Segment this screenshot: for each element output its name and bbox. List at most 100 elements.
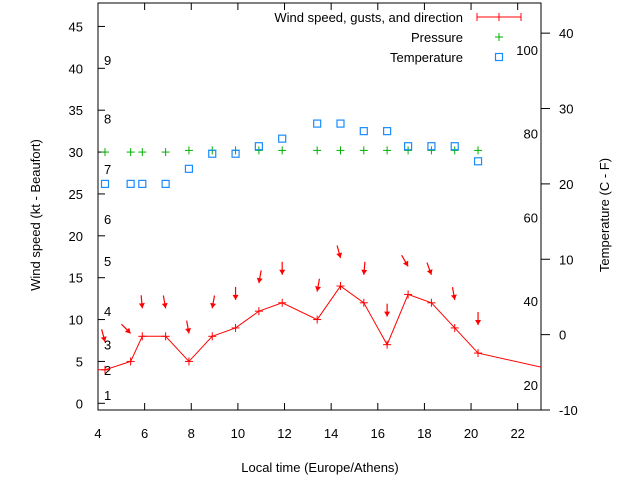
beaufort-label: 8: [104, 112, 111, 127]
arrow-head: [450, 294, 457, 300]
arrow-head: [403, 260, 409, 267]
x-axis-title: Local time (Europe/Athens): [241, 460, 399, 475]
wind-point: [336, 282, 345, 291]
wind-point: [161, 332, 170, 341]
legend-label-wind: Wind speed, gusts, and direction: [274, 10, 463, 25]
wind-direction-arrow: [138, 295, 145, 309]
temperature-point: [359, 127, 368, 136]
x-tick-label: 14: [324, 426, 338, 441]
legend-label-temperature: Temperature: [390, 50, 463, 65]
temperature-point: [336, 119, 345, 128]
y-tick-label: 35: [69, 103, 83, 118]
x-tick-label: 16: [371, 426, 385, 441]
fahrenheit-label: 100: [516, 43, 538, 58]
arrow-head: [384, 311, 391, 317]
pressure-point: [138, 148, 147, 157]
arrow-head: [232, 294, 239, 300]
arrow-head: [361, 269, 368, 275]
wind-point: [450, 323, 459, 332]
arrow-head: [124, 327, 131, 334]
temperature-point: [161, 179, 170, 188]
arrow-head: [315, 286, 321, 292]
wind-direction-arrow: [475, 312, 482, 326]
data-marks: [98, 119, 541, 374]
wind-point: [278, 298, 287, 307]
temperature-point: [278, 134, 287, 143]
beaufort-label: 4: [104, 304, 111, 319]
arrow-head: [210, 302, 217, 309]
arrow-head: [138, 303, 145, 309]
wind-direction-arrow: [232, 286, 239, 300]
temperature-point: [126, 179, 135, 188]
temperature-point: [138, 179, 147, 188]
temperature-point: [473, 157, 483, 166]
wind-point: [313, 315, 322, 324]
beaufort-label: 3: [104, 338, 111, 353]
fahrenheit-label: 20: [524, 378, 538, 393]
temperature-point: [404, 142, 413, 151]
pressure-point: [161, 148, 170, 157]
temperature-point: [254, 142, 263, 151]
y2-axis-title: Temperature (C - F): [597, 158, 612, 272]
wind-point: [474, 349, 483, 358]
y2-tick-label: 40: [559, 26, 573, 41]
wind-point: [404, 290, 413, 299]
temperature-point: [231, 149, 240, 158]
pressure-point: [126, 148, 135, 157]
wind-point: [359, 298, 368, 307]
fahrenheit-label: 40: [524, 294, 538, 309]
wind-direction-arrow: [121, 323, 132, 334]
wind-direction-arrow: [100, 329, 107, 342]
x-tick-label: 18: [417, 426, 431, 441]
arrow-head: [426, 269, 433, 275]
temperature-point: [450, 142, 459, 151]
wind-point: [383, 340, 392, 349]
temperature-point: [184, 164, 194, 173]
temperature-point: [313, 119, 322, 128]
pressure-point: [184, 146, 193, 155]
wind-point: [427, 298, 436, 307]
pressure-point: [336, 146, 345, 155]
legend-sample-temperature: [494, 52, 504, 62]
pressure-point: [450, 146, 459, 155]
wind-direction-arrow: [161, 295, 168, 309]
temperature-point: [427, 142, 436, 151]
pressure-point: [100, 148, 109, 157]
wind-direction-arrow: [256, 270, 263, 284]
y-tick-label: 20: [69, 229, 83, 244]
x-tick-label: 8: [188, 426, 195, 441]
y-tick-label: 40: [69, 61, 83, 76]
fahrenheit-label: 80: [524, 127, 538, 142]
wind-direction-arrow: [336, 245, 343, 259]
wind-direction-arrow: [401, 254, 409, 267]
x-tick-label: 4: [94, 426, 101, 441]
legend-label-pressure: Pressure: [411, 30, 463, 45]
pressure-point: [313, 146, 322, 155]
x-tick-label: 6: [141, 426, 148, 441]
arrow-head: [336, 252, 343, 259]
y-tick-label: 30: [69, 145, 83, 160]
x-tick-label: 22: [510, 426, 524, 441]
y2-tick-label: 30: [559, 102, 573, 117]
y2-tick-label: 0: [559, 328, 566, 343]
y-tick-label: 45: [69, 19, 83, 34]
wind-direction-arrow: [450, 287, 457, 301]
x-tick-label: 20: [464, 426, 478, 441]
pressure-point: [278, 146, 287, 155]
beaufort-label: 9: [104, 53, 111, 68]
beaufort-label: 6: [104, 212, 111, 227]
y-tick-label: 10: [69, 313, 83, 328]
y-tick-label: 5: [76, 354, 83, 369]
temperature-point: [383, 127, 392, 136]
y2-tick-label: 10: [559, 252, 573, 267]
beaufort-label: 1: [104, 388, 111, 403]
x-tick-label: 12: [277, 426, 291, 441]
wind-direction-arrow: [426, 262, 433, 276]
wind-point: [231, 323, 240, 332]
y2-tick-label: -10: [559, 403, 578, 418]
wind-direction-arrow: [185, 320, 192, 334]
pressure-point: [427, 146, 436, 155]
fahrenheit-label: 60: [524, 210, 538, 225]
wind-direction-arrow: [361, 261, 368, 275]
